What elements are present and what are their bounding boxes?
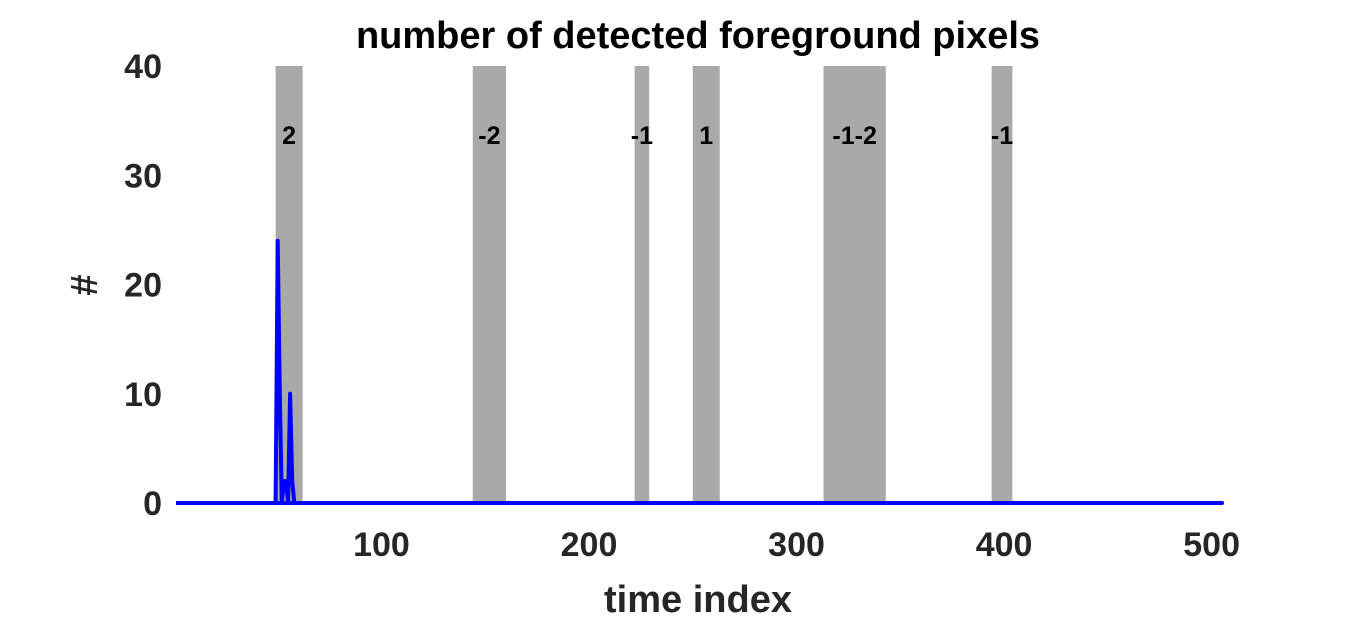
x-tick-label: 400 <box>976 526 1033 564</box>
interval-label: 1 <box>699 122 713 150</box>
y-tick-label: 0 <box>143 485 162 523</box>
interval-label: -1 <box>991 122 1013 150</box>
shaded-interval <box>991 66 1013 503</box>
chart-title: number of detected foreground pixels <box>356 15 1040 57</box>
y-tick-label: 40 <box>124 48 162 86</box>
shaded-interval <box>692 66 720 503</box>
y-tick-label: 20 <box>124 267 162 305</box>
x-tick-label: 300 <box>768 526 825 564</box>
y-tick-label: 10 <box>124 376 162 414</box>
x-axis-label: time index <box>604 579 792 621</box>
y-axis-label: # <box>64 274 106 295</box>
interval-label: -2 <box>478 122 500 150</box>
y-tick-labels: 0 10 20 30 40 <box>124 48 162 523</box>
shaded-interval <box>634 66 650 503</box>
shaded-interval <box>823 66 886 503</box>
x-tick-label: 100 <box>353 526 410 564</box>
x-tick-label: 500 <box>1183 526 1240 564</box>
shaded-interval <box>472 66 506 503</box>
shaded-intervals <box>275 66 1013 503</box>
series-line <box>176 238 1224 505</box>
y-tick-label: 30 <box>124 157 162 195</box>
interval-label: -1-2 <box>832 122 876 150</box>
interval-label: 2 <box>282 122 296 150</box>
x-tick-labels: 100 200 300 400 500 <box>353 526 1240 564</box>
x-tick-label: 200 <box>561 526 618 564</box>
interval-labels: 2 -2 -1 1 -1-2 -1 <box>282 122 1013 150</box>
interval-label: -1 <box>631 122 653 150</box>
